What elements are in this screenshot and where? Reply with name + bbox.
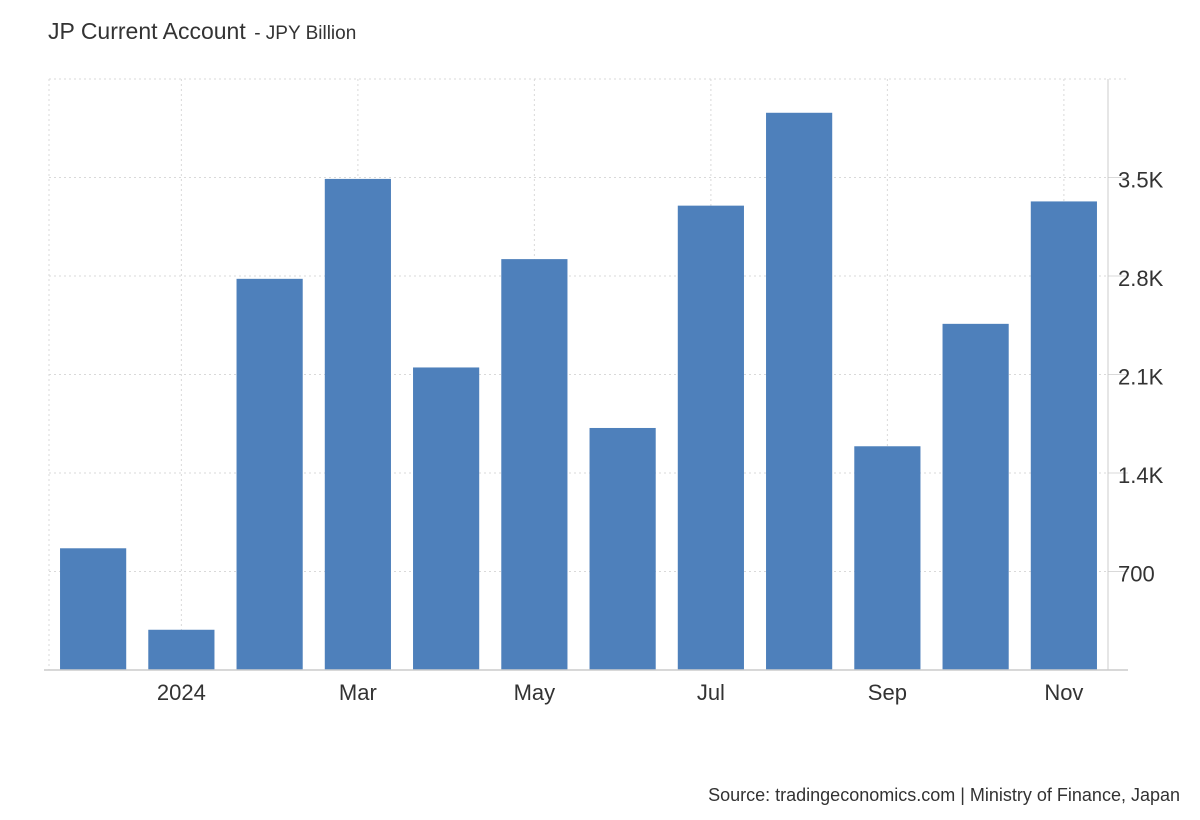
x-tick-labels: 2024 Mar May Jul Sep Nov <box>157 680 1084 705</box>
x-tick-label: Sep <box>868 680 907 705</box>
y-tick-label: 2.8K <box>1118 266 1164 291</box>
x-tick-label: 2024 <box>157 680 206 705</box>
axes <box>44 79 1128 671</box>
bar <box>148 629 215 670</box>
source-note: Source: tradingeconomics.com | Ministry … <box>708 785 1180 805</box>
bar <box>501 259 568 670</box>
bar <box>60 548 127 670</box>
y-tick-label: 2.1K <box>1118 364 1164 389</box>
x-tick-label: May <box>514 680 556 705</box>
x-tick-label: Mar <box>339 680 377 705</box>
bar <box>589 427 656 670</box>
y-tick-label: 1.4K <box>1118 463 1164 488</box>
bar <box>766 112 833 671</box>
bar <box>942 323 1009 670</box>
bars <box>60 112 1097 671</box>
bar <box>324 178 391 670</box>
bar-chart: 700 1.4K 2.1K 2.8K 3.5K 2024 Mar May Jul Sep Nov <box>44 78 1164 705</box>
chart-title: JP Current Account - JPY Billion <box>48 18 356 45</box>
bar <box>677 205 744 670</box>
x-tick-label: Jul <box>697 680 725 705</box>
bar <box>854 446 921 670</box>
y-tick-label: 3.5K <box>1118 167 1164 192</box>
chart-title-main: JP Current Account <box>48 18 246 44</box>
bar <box>413 367 480 670</box>
y-tick-label: 700 <box>1118 561 1155 586</box>
x-tick-label: Nov <box>1044 680 1083 705</box>
chart-title-unit: - JPY Billion <box>254 23 357 44</box>
bar <box>236 278 303 670</box>
bar <box>1030 201 1097 670</box>
y-tick-labels: 700 1.4K 2.1K 2.8K 3.5K <box>1118 167 1164 586</box>
